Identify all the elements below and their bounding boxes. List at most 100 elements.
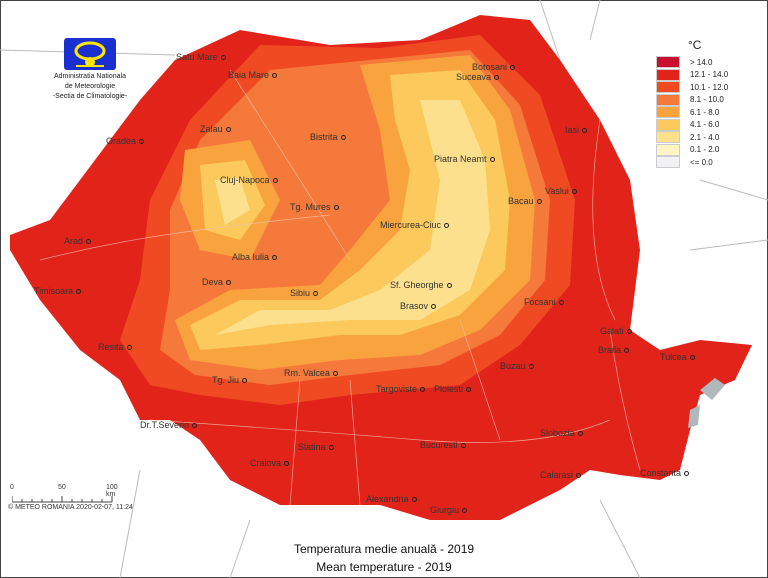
city-marker-icon [76, 289, 82, 295]
city-label: Satu Mare [176, 52, 226, 62]
city-name: Sf. Gheorghe [390, 280, 444, 290]
legend-label: 6.1 - 8.0 [690, 107, 720, 117]
city-label: Deva [202, 277, 232, 287]
legend-item: 8.1 - 10.0 [656, 93, 728, 107]
legend-swatch [656, 81, 680, 94]
city-name: Buzau [500, 361, 526, 371]
legend-label: 4.1 - 6.0 [690, 120, 720, 130]
credit-text: © METEO ROMANIA 2020-02-07, 11:24 [8, 504, 133, 511]
legend-item: 0.1 - 2.0 [656, 143, 728, 157]
city-marker-icon [272, 178, 278, 184]
city-label: Ploiesti [434, 384, 472, 394]
city-name: Brasov [400, 301, 429, 311]
city-label: Dr.T.Severin [140, 420, 198, 430]
city-name: Ploiesti [434, 384, 464, 394]
city-name: Braila [598, 345, 622, 355]
legend-item: <= 0.0 [656, 156, 728, 169]
city-marker-icon [139, 139, 145, 145]
scale-tick-50: 50 [58, 484, 66, 491]
city-marker-icon [446, 283, 452, 289]
city-name: Cluj-Napoca [220, 175, 270, 185]
city-marker-icon [576, 473, 582, 479]
legend-swatch [656, 131, 680, 144]
scale-tick-100: 100 km [106, 484, 118, 498]
city-name: Zalau [200, 124, 223, 134]
city-marker-icon [86, 239, 92, 245]
legend-swatch [656, 56, 680, 69]
city-marker-icon [332, 371, 338, 377]
city-label: Bacau [508, 196, 542, 206]
city-marker-icon [272, 255, 278, 261]
city-label: Brasov [400, 301, 437, 311]
city-label: Vaslui [545, 186, 577, 196]
city-label: Tg. Mures [290, 202, 339, 212]
city-label: Suceava [456, 72, 500, 82]
city-marker-icon [510, 65, 516, 71]
city-name: Galati [600, 326, 624, 336]
city-name: Arad [64, 236, 84, 246]
city-name: Bistrita [310, 132, 338, 142]
city-label: Zalau [200, 124, 231, 134]
legend-label: 0.1 - 2.0 [690, 145, 720, 155]
city-name: Targoviste [376, 384, 418, 394]
legend-swatch [656, 143, 680, 156]
city-label: Arad [64, 236, 92, 246]
city-label: Alba Iulia [232, 252, 278, 262]
scale-tick-0: 0 [10, 484, 14, 491]
city-label: Bistrita [310, 132, 346, 142]
city-marker-icon [411, 497, 417, 503]
city-name: Bacau [508, 196, 534, 206]
city-label: Miercurea-Ciuc [380, 220, 450, 230]
city-marker-icon [192, 423, 198, 429]
city-marker-icon [489, 157, 495, 163]
legend-swatch [656, 93, 680, 106]
city-label: Resita [98, 342, 132, 352]
legend-label: 12.1 - 14.0 [690, 70, 729, 80]
danube-delta-lakes [688, 378, 725, 428]
legend-item: 2.1 - 4.0 [656, 131, 728, 144]
city-label: Baia Mare [228, 70, 278, 80]
scale-line [12, 496, 113, 503]
city-label: Sf. Gheorghe [390, 280, 452, 290]
city-label: Galati [600, 326, 632, 336]
city-name: Slobozia [540, 428, 575, 438]
city-name: Bucuresti [420, 440, 458, 450]
city-marker-icon [225, 127, 231, 133]
city-name: Calarasi [540, 470, 574, 480]
city-label: Tg. Jiu [212, 375, 248, 385]
city-name: Oradea [106, 136, 137, 146]
city-name: Suceava [456, 72, 492, 82]
anm-logo-emblem [64, 38, 116, 70]
city-name: Alexandria [366, 494, 409, 504]
legend-item: > 14.0 [656, 56, 728, 69]
city-label: Craiova [250, 458, 290, 468]
legend-item: 6.1 - 8.0 [656, 106, 728, 119]
city-marker-icon [460, 443, 466, 449]
legend: °C > 14.0 12.1 - 14.0 10.1 - 12.0 8.1 - 10.… [656, 38, 728, 169]
legend-swatch [656, 106, 680, 119]
city-label: Constanta [640, 468, 690, 478]
legend-label: <= 0.0 [690, 157, 713, 167]
city-label: Sibiu [290, 288, 319, 298]
city-marker-icon [536, 199, 542, 205]
city-marker-icon [340, 135, 346, 141]
city-label: Oradea [106, 136, 145, 146]
city-name: Focsani [524, 297, 556, 307]
city-name: Craiova [250, 458, 282, 468]
city-name: Constanta [640, 468, 682, 478]
logo-line-2: de Meteorologie [64, 83, 116, 90]
legend-label: 8.1 - 10.0 [690, 95, 724, 105]
city-label: Iasi [565, 125, 588, 135]
city-label: Rm. Valcea [284, 368, 338, 378]
legend-unit: °C [688, 38, 702, 52]
city-name: Botosani [472, 62, 508, 72]
city-marker-icon [126, 345, 132, 351]
city-label: Slobozia [540, 428, 583, 438]
city-marker-icon [284, 461, 290, 467]
city-marker-icon [626, 329, 632, 335]
logo-line-1: Administratia Nationala [54, 73, 126, 80]
city-name: Resita [98, 342, 124, 352]
logo-line-3: -Sectia de Climatologie- [52, 93, 128, 100]
rivers [39, 69, 641, 506]
